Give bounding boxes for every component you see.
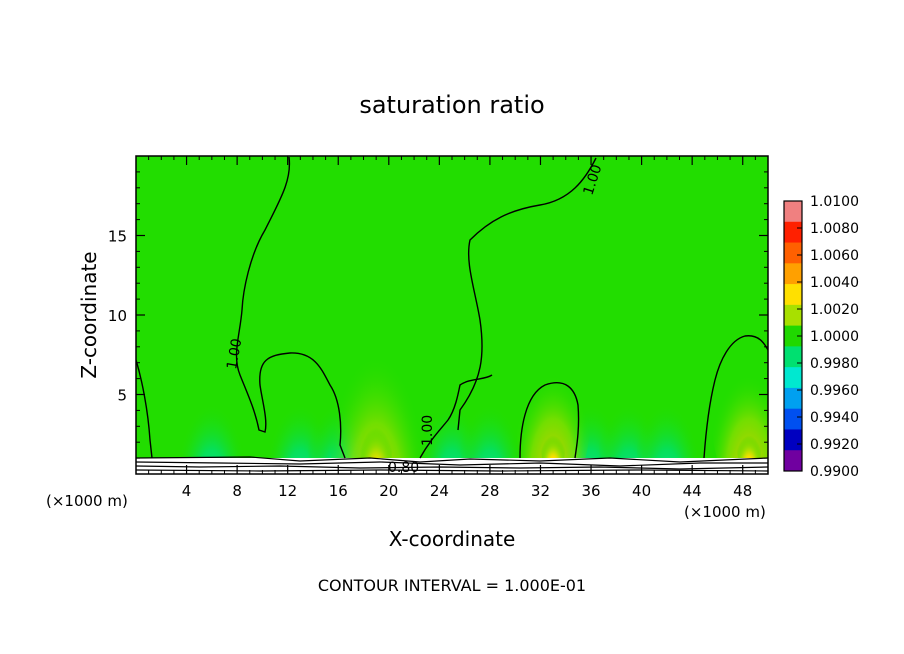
x-tick-label: 48 <box>733 482 752 500</box>
x-tick-label: 40 <box>632 482 651 500</box>
contour-label: 1.00 <box>420 415 436 446</box>
x-tick-label: 16 <box>329 482 348 500</box>
contour-1-00 <box>136 156 768 459</box>
colorbar-tick-label: 1.0100 <box>810 194 859 210</box>
colorbar-swatch <box>784 325 802 347</box>
x-axis: 4 8 12 16 20 24 28 32 36 40 44 48 <box>148 156 756 500</box>
x-tick-label: 44 <box>683 482 702 500</box>
x-tick-label: 32 <box>531 482 550 500</box>
shading-patch <box>328 270 425 474</box>
shading-patch <box>636 375 697 474</box>
colorbar-tick-label: 0.9940 <box>810 410 859 426</box>
colorbar-tick-label: 1.0000 <box>810 329 859 345</box>
shading-patch <box>459 375 520 474</box>
x-tick-label: 4 <box>182 482 192 500</box>
surface-contours <box>136 456 768 472</box>
y-tick-label: 10 <box>108 307 127 325</box>
plot-area <box>136 156 768 474</box>
chart-title: saturation ratio <box>359 91 544 119</box>
colorbar-swatch <box>784 346 802 368</box>
colorbar-tick-label: 0.9900 <box>810 464 859 480</box>
x-axis-label: X-coordinate <box>389 527 516 551</box>
contour-label: 0.80 <box>388 460 419 476</box>
x-unit-right: (×1000 m) <box>684 503 766 521</box>
y-tick-label: 5 <box>117 387 127 405</box>
colorbar-tick-label: 0.9960 <box>810 383 859 399</box>
colorbar-swatch <box>784 408 802 430</box>
y-axis-label: Z-coordinate <box>77 251 101 378</box>
colorbar-tick-label: 1.0040 <box>810 275 859 291</box>
shading-patch <box>181 375 242 474</box>
shading-patch <box>360 406 393 474</box>
colorbar-swatch <box>784 263 802 285</box>
colorbar-tick-label: 1.0080 <box>810 221 859 237</box>
colorbar-tick-label: 1.0060 <box>810 248 859 264</box>
contour-label: 1.00 <box>224 337 245 370</box>
colorbar-swatch <box>784 304 802 327</box>
colorbar: 1.0100 1.0080 1.0060 1.0040 1.0020 1.0000 0.99… <box>783 194 859 480</box>
x-tick-label: 36 <box>581 482 600 500</box>
colorbar-swatch <box>784 450 802 472</box>
x-unit-left: (×1000 m) <box>46 492 128 510</box>
contour-interval: CONTOUR INTERVAL = 1.000E-01 <box>318 576 586 595</box>
colorbar-swatch <box>784 221 802 244</box>
colorbar-swatch <box>784 242 802 264</box>
x-tick-label: 28 <box>480 482 499 500</box>
y-tick-label: 15 <box>108 228 127 246</box>
colorbar-swatch <box>784 367 802 389</box>
colorbar-tick-label: 1.0020 <box>810 302 859 318</box>
x-tick-label: 8 <box>232 482 242 500</box>
shading-patch <box>515 320 592 474</box>
colorbar-swatch <box>784 387 802 410</box>
colorbar-swatch <box>784 201 802 223</box>
x-tick-label: 24 <box>430 482 449 500</box>
colorbar-tick-label: 0.9920 <box>810 437 859 453</box>
colorbar-swatch <box>784 284 802 306</box>
colorbar-swatch <box>784 429 802 451</box>
colorbar-tick-label: 0.9980 <box>810 356 859 372</box>
x-tick-label: 12 <box>278 482 297 500</box>
y-axis: 5 10 15 <box>108 171 768 459</box>
x-tick-label: 20 <box>379 482 398 500</box>
